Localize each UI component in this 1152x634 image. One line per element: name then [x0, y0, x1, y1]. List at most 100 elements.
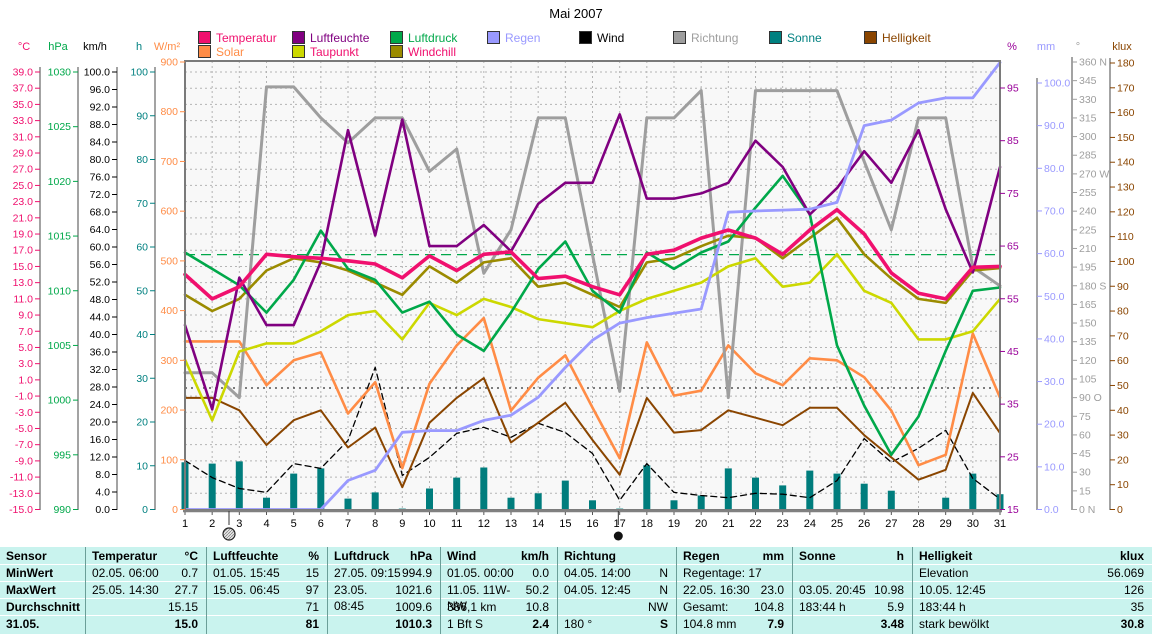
svg-text:75: 75 [1079, 411, 1091, 423]
legend-item-richtung: Richtung [673, 31, 739, 45]
table-row: Gesamt: 104.8 [677, 599, 792, 616]
x-axis-labels: 1 2 3 4 5 6 7 8 9 10 11 12 13 14 15 16 17 18 19 20 21 22 23 24 2… [182, 512, 1006, 530]
svg-text:1000: 1000 [48, 395, 72, 407]
svg-text:195: 195 [1079, 262, 1097, 274]
cell-label: 31.05. [6, 617, 40, 631]
cell-label: 180 ° [564, 617, 593, 631]
svg-text:80: 80 [136, 154, 148, 166]
svg-text:80.0: 80.0 [90, 154, 111, 166]
column-unit: mm [762, 549, 784, 563]
svg-text:7.0: 7.0 [18, 326, 33, 338]
cell-label: Regentage: 17 [683, 566, 762, 580]
svg-text:1015: 1015 [48, 231, 72, 243]
svg-text:0: 0 [172, 504, 178, 516]
svg-text:990: 990 [53, 504, 71, 516]
svg-text:110: 110 [1117, 231, 1134, 243]
legend-item-wind: Wind [579, 31, 624, 45]
svg-text:-7.0: -7.0 [15, 439, 33, 451]
column-title: Regen [683, 549, 720, 563]
svg-text:135: 135 [1079, 336, 1097, 348]
svg-text:70.0: 70.0 [1044, 205, 1065, 217]
svg-text:180 S: 180 S [1079, 280, 1106, 292]
table-col-luftfeuchte: Luftfeuchte% 01.05. 15:45 15 15.05. 06:45 97… [207, 547, 328, 634]
svg-text:120: 120 [1079, 355, 1097, 367]
svg-text:70: 70 [1117, 330, 1129, 342]
table-row: 81 [207, 616, 327, 633]
svg-text:7: 7 [345, 518, 351, 530]
column-unit: km/h [520, 549, 549, 563]
table-row: 15.0 [86, 616, 206, 633]
svg-text:1.0: 1.0 [18, 374, 33, 386]
svg-text:80.0: 80.0 [1044, 163, 1065, 175]
svg-text:100.0: 100.0 [1044, 78, 1070, 90]
svg-text:37.0: 37.0 [13, 83, 34, 95]
svg-text:klux: klux [1112, 41, 1132, 53]
series-taupunkt [183, 253, 1002, 422]
svg-text:11.0: 11.0 [13, 293, 33, 305]
legend-label: Sonne [787, 31, 822, 45]
table-row: MaxWert [0, 582, 85, 599]
svg-text:21.0: 21.0 [13, 212, 34, 224]
svg-text:hPa: hPa [48, 41, 68, 53]
legend-item-regen: Regen [487, 31, 540, 45]
table-row: 10.05. 12:45 126 [913, 582, 1152, 599]
svg-text:1010: 1010 [48, 285, 72, 297]
svg-text:180: 180 [1117, 58, 1135, 70]
cell-value: 1009.6 [395, 600, 432, 614]
svg-text:mm: mm [1037, 41, 1055, 53]
svg-text:300: 300 [1079, 131, 1097, 143]
cell-label: stark bewölkt [919, 617, 990, 631]
cell-label: MaxWert [6, 583, 56, 597]
column-title: Luftdruck [334, 549, 390, 563]
legend-swatch-wind [579, 31, 592, 44]
svg-text:-9.0: -9.0 [15, 455, 33, 467]
column-unit: h [896, 549, 904, 563]
legend-swatch-windchill [390, 45, 403, 58]
svg-text:85: 85 [1007, 135, 1019, 147]
cell-value: 27.7 [174, 583, 198, 597]
svg-text:100: 100 [1117, 256, 1135, 268]
svg-text:30: 30 [1117, 430, 1129, 442]
table-row: 22.05. 16:30 23.0 [677, 582, 792, 599]
svg-text:28.0: 28.0 [90, 382, 111, 394]
svg-text:90 O: 90 O [1079, 392, 1102, 404]
moon-full-icon [222, 511, 236, 541]
axis-kmh: km/h 100.0 96.0 92.0 88.0 84.0 80.0 76.0 72.0 68.… [83, 41, 118, 516]
table-col-regen: Regen mm Regentage: 17 22.05. 16:30 23.0 Gesa… [677, 547, 793, 634]
svg-text:64.0: 64.0 [90, 224, 111, 236]
stats-table: Sensor MinWert MaxWert Durchschnitt 31.05. Te… [0, 546, 1152, 634]
column-title: Sensor [6, 549, 47, 563]
cell-value: 23.0 [760, 583, 784, 597]
svg-text:0: 0 [142, 504, 148, 516]
legend-item-temperatur: Temperatur [198, 31, 277, 45]
svg-text:13: 13 [505, 518, 517, 530]
cell-value: 1021.6 [395, 583, 432, 597]
svg-text:995: 995 [53, 449, 71, 461]
legend-item-luftdruck: Luftdruck [390, 31, 457, 45]
svg-text:10: 10 [136, 460, 148, 472]
svg-text:900: 900 [160, 57, 178, 69]
svg-text:100.0: 100.0 [84, 67, 110, 79]
svg-text:700: 700 [160, 156, 178, 168]
svg-text:18: 18 [641, 518, 653, 530]
svg-text:1005: 1005 [48, 340, 72, 352]
cell-label: 02.05. 06:00 [92, 566, 159, 580]
legend-item-helligkeit: Helligkeit [864, 31, 931, 45]
cell-label: 03.05. 20:45 [799, 583, 866, 597]
series-solar [183, 316, 1002, 470]
svg-text:0.0: 0.0 [1044, 504, 1059, 516]
cell-label: 22.05. 16:30 [683, 583, 750, 597]
legend-label: Richtung [691, 31, 739, 45]
svg-text:60.0: 60.0 [90, 242, 111, 254]
table-header-luftfeuchte: Luftfeuchte% [207, 548, 327, 565]
table-header-helligkeit: Helligkeit klux [913, 548, 1152, 565]
svg-text:255: 255 [1079, 187, 1097, 199]
table-col-wind: Wind km/h 01.05. 00:00 0.0 11.05. 11W-NW 50.2… [441, 547, 558, 634]
table-row: 386,1 km 10.8 [441, 599, 557, 616]
cell-label: 183:44 h [799, 600, 846, 614]
cell-label: 04.05. 14:00 [564, 566, 631, 580]
cell-label: Gesamt: [683, 600, 729, 614]
svg-text:39.0: 39.0 [13, 67, 34, 79]
cell-value: N [659, 583, 668, 597]
svg-text:1: 1 [182, 518, 188, 530]
